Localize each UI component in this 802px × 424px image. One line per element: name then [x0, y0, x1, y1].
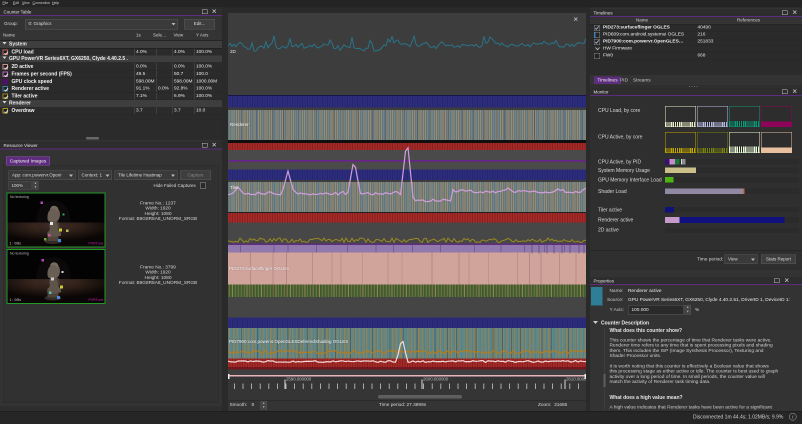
svg-text:No texturing: No texturing	[10, 252, 29, 256]
svg-text:No texturing: No texturing	[10, 195, 29, 199]
svg-text:1 : 0/8s: 1 : 0/8s	[10, 242, 22, 246]
svg-text:PVRTune: PVRTune	[89, 298, 104, 302]
svg-text:1 : 0/8s: 1 : 0/8s	[10, 298, 22, 302]
svg-text:PVRTune: PVRTune	[89, 242, 104, 246]
